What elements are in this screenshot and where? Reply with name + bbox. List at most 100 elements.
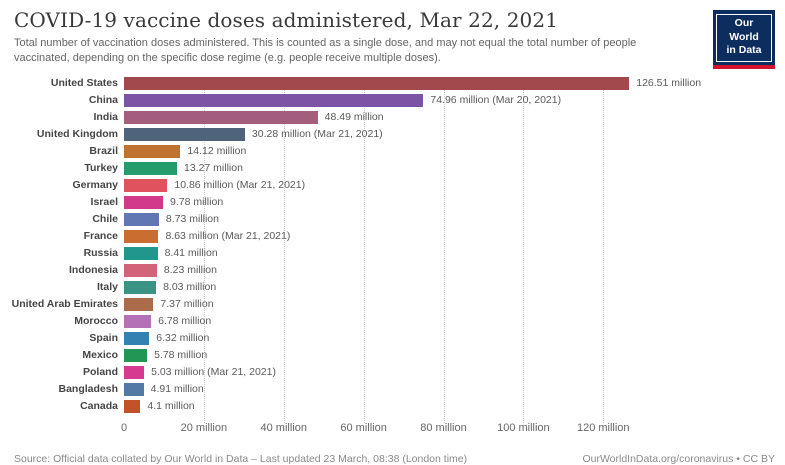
bar[interactable] <box>124 280 157 294</box>
chart-row: United Kingdom 30.28 million (Mar 21, 20… <box>4 127 775 141</box>
x-axis: 0 20 million 40 million 60 million 80 millio… <box>120 419 775 441</box>
chart-row: Canada 4.1 million <box>4 399 775 413</box>
country-label: Russia <box>83 246 118 259</box>
owid-logo-box: Our World in Data <box>713 10 775 65</box>
source-note: Source: Official data collated by Our Wo… <box>14 452 468 465</box>
bar[interactable] <box>124 93 424 107</box>
x-tick-label: 0 <box>120 421 128 434</box>
gridline <box>523 76 525 423</box>
row-plot: 10.86 million (Mar 21, 2021) <box>124 178 775 192</box>
header-titles: COVID-19 vaccine doses administered, Mar… <box>14 8 713 67</box>
owid-logo-text: Our World in Data <box>716 14 772 62</box>
value-label: 8.63 million (Mar 21, 2021) <box>165 229 291 242</box>
country-label: Indonesia <box>68 263 118 276</box>
row-plot: 30.28 million (Mar 21, 2021) <box>124 127 775 141</box>
row-plot: 4.1 million <box>124 399 775 413</box>
country-label: Poland <box>82 365 118 378</box>
bar[interactable] <box>124 195 164 209</box>
chart-row: France 8.63 million (Mar 21, 2021) <box>4 229 775 243</box>
bar[interactable] <box>124 229 159 243</box>
bar[interactable] <box>124 331 150 345</box>
x-tick-label: 40 million <box>260 421 307 434</box>
chart-row: Poland 5.03 million (Mar 21, 2021) <box>4 365 775 379</box>
x-tick-label: 120 million <box>576 421 630 434</box>
value-label: 8.03 million <box>163 280 217 293</box>
gridline <box>363 76 365 423</box>
chart-row: China 74.96 million (Mar 20, 2021) <box>4 93 775 107</box>
row-plot: 6.78 million <box>124 314 775 328</box>
owid-logo-line2: in Data <box>726 44 762 57</box>
row-plot: 8.03 million <box>124 280 775 294</box>
row-plot: 13.27 million <box>124 161 775 175</box>
x-tick-label: 60 million <box>340 421 387 434</box>
bar[interactable] <box>124 365 145 379</box>
country-label: United Arab Emirates <box>11 297 118 310</box>
country-label: Canada <box>80 399 118 412</box>
bar[interactable] <box>124 246 158 260</box>
row-plot: 8.73 million <box>124 212 775 226</box>
row-plot: 8.41 million <box>124 246 775 260</box>
bar[interactable] <box>124 127 245 141</box>
row-plot: 48.49 million <box>124 110 775 124</box>
chart-row: Morocco 6.78 million <box>4 314 775 328</box>
country-label: Bangladesh <box>58 382 118 395</box>
x-tick-label: 80 million <box>420 421 467 434</box>
value-label: 74.96 million (Mar 20, 2021) <box>430 93 562 106</box>
bar[interactable] <box>124 110 318 124</box>
row-plot: 14.12 million <box>124 144 775 158</box>
bar[interactable] <box>124 382 144 396</box>
value-label: 4.1 million <box>147 399 195 412</box>
chart-row: Brazil 14.12 million <box>4 144 775 158</box>
chart-row: India 48.49 million <box>4 110 775 124</box>
row-plot: 7.37 million <box>124 297 775 311</box>
owid-link[interactable]: OurWorldInData.org/coronavirus • CC BY <box>582 452 775 465</box>
chart-row: Italy 8.03 million <box>4 280 775 294</box>
country-label: Italy <box>96 280 118 293</box>
chart-row: United Arab Emirates 7.37 million <box>4 297 775 311</box>
chart-row: Turkey 13.27 million <box>4 161 775 175</box>
chart-row: Bangladesh 4.91 million <box>4 382 775 396</box>
chart-rows: United States 126.51 million China 74.96… <box>4 76 775 413</box>
bar[interactable] <box>124 161 177 175</box>
country-label: China <box>88 93 118 106</box>
value-label: 5.03 million (Mar 21, 2021) <box>151 365 276 378</box>
bar[interactable] <box>124 212 159 226</box>
row-plot: 8.63 million (Mar 21, 2021) <box>124 229 775 243</box>
value-label: 30.28 million (Mar 21, 2021) <box>251 127 383 140</box>
country-label: Turkey <box>84 161 118 174</box>
value-label: 9.78 million <box>170 195 224 208</box>
bar[interactable] <box>124 399 141 413</box>
value-label: 8.73 million <box>165 212 219 225</box>
owid-logo[interactable]: Our World in Data <box>713 10 775 69</box>
chart-footer: Source: Official data collated by Our Wo… <box>4 453 775 465</box>
bar[interactable] <box>124 314 152 328</box>
bar[interactable] <box>124 297 154 311</box>
x-tick-label: 100 million <box>497 421 550 434</box>
country-label: Germany <box>72 178 118 191</box>
country-label: United States <box>50 76 118 89</box>
chart-row: Spain 6.32 million <box>4 331 775 345</box>
country-label: Spain <box>89 331 118 344</box>
value-label: 6.78 million <box>158 314 212 327</box>
gridline <box>203 76 205 423</box>
bar[interactable] <box>124 144 181 158</box>
bar[interactable] <box>124 348 148 362</box>
row-plot: 8.23 million <box>124 263 775 277</box>
value-label: 8.41 million <box>164 246 218 259</box>
country-label: United Kingdom <box>36 127 118 140</box>
bar[interactable] <box>124 178 168 192</box>
chart-row: United States 126.51 million <box>4 76 775 90</box>
chart-header: COVID-19 vaccine doses administered, Mar… <box>4 8 775 69</box>
country-label: Brazil <box>89 144 118 157</box>
bar[interactable] <box>124 263 157 277</box>
country-label: Israel <box>90 195 118 208</box>
value-label: 13.27 million <box>183 161 243 174</box>
value-label: 14.12 million <box>187 144 247 157</box>
chart-row: Mexico 5.78 million <box>4 348 775 362</box>
row-plot: 6.32 million <box>124 331 775 345</box>
row-plot: 74.96 million (Mar 20, 2021) <box>124 93 775 107</box>
row-plot: 4.91 million <box>124 382 775 396</box>
chart-row: Russia 8.41 million <box>4 246 775 260</box>
bar[interactable] <box>124 76 630 90</box>
